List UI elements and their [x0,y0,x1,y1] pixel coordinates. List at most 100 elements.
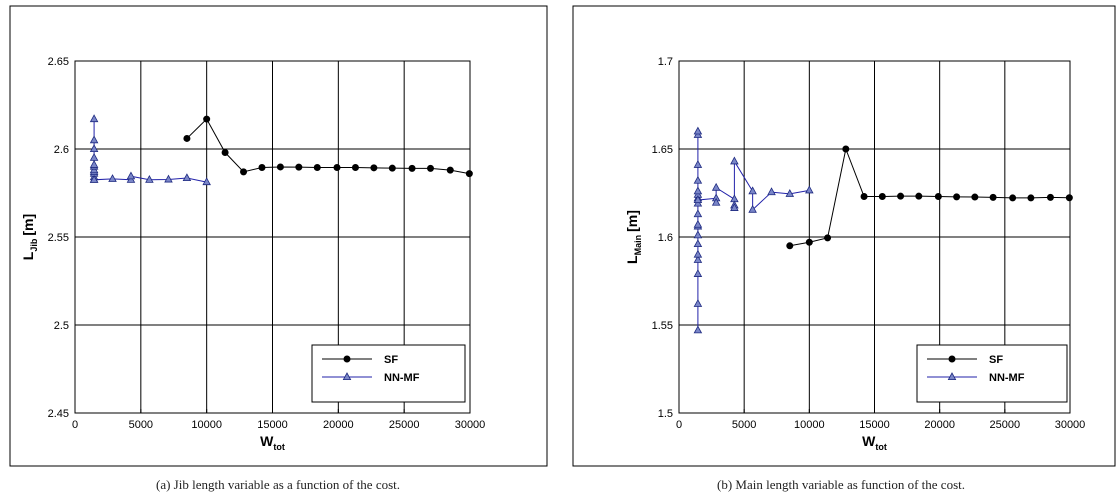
NN-MF-point [785,189,795,197]
legend: SF NN-MF [916,344,1068,403]
caption-b: (b) Main length variable as function of … [716,477,965,492]
SF-point [446,166,454,174]
SF-point [953,193,961,201]
series-line-NN-MF [697,131,810,331]
SF-point [805,238,813,246]
NN-MF-point [693,325,703,334]
NN-MF-point [711,182,721,191]
legend-label-SF: SF [384,354,398,366]
series-line-SF [186,118,470,175]
NN-MF-point [89,152,99,161]
NN-MF-point [89,135,99,144]
SF-point [221,149,229,157]
SF-point [313,163,321,171]
NN-MF-point [693,269,703,277]
NN-MF-point [108,174,117,182]
SF-point [276,163,284,171]
y-axis-label: LJib[m] [20,214,39,260]
NN-MF-point [693,160,703,168]
SF-point [1065,194,1073,202]
series-line-NN-MF [93,119,207,183]
series-NN-MF [693,126,814,334]
NN-MF-point [748,186,757,195]
SF-point [948,355,956,363]
x-tick-label: 0 [676,419,682,431]
SF-point [842,145,850,153]
x-tick-label: 15000 [859,419,890,431]
NN-MF-point [748,204,757,213]
x-axis-label: Wtot [862,433,887,452]
caption-a: (a) Jib length variable as a function of… [155,477,401,492]
legend-label-NN-MF: NN-MF [989,372,1025,384]
SF-point [351,163,359,171]
SF-point [427,164,434,172]
x-tick-label: 5000 [129,419,153,431]
NN-MF-point [164,174,173,183]
x-tick-label: 20000 [323,419,354,431]
NN-MF-point [182,173,192,182]
series-SF [183,115,473,178]
NN-MF-point [711,197,721,206]
NN-MF-point [693,239,703,248]
NN-MF-point [693,209,703,218]
NN-MF-point [89,174,99,183]
y-tick-label: 1.65 [652,144,673,156]
SF-point [295,163,303,171]
jib-length-chart: 0 5000 10000 15000 20000 25000 30000 2.45 2.5 2.5… [9,5,548,467]
NN-MF-point [89,114,99,123]
y-tick-label: 2.45 [48,408,69,420]
SF-point [183,134,191,142]
x-tick-label: 25000 [389,419,420,431]
SF-point [1046,193,1054,201]
NN-MF-point [693,249,703,258]
figure-frame [572,5,1116,467]
SF-point [897,192,905,200]
SF-point [1009,194,1017,202]
NN-MF-point [947,372,957,381]
NN-MF-point [126,171,136,180]
y-tick-label: 1.6 [658,232,673,244]
NN-MF-point [89,160,99,168]
SF-point [934,193,942,201]
NN-MF-point [693,230,703,239]
NN-MF-point [145,174,154,183]
NN-MF-point [805,185,814,194]
chart-panel-b: 0 5000 10000 15000 20000 25000 30000 1.5 1.55 1.6… [560,0,1120,468]
SF-point [388,164,396,172]
SF-point [343,355,351,363]
x-tick-label: 30000 [1055,419,1086,431]
NN-MF-point [693,186,703,195]
legend-label-SF: SF [989,354,1003,366]
SF-point [203,115,211,123]
y-tick-label: 1.5 [658,408,673,420]
y-tick-label: 2.6 [54,144,69,156]
SF-point [989,193,997,201]
x-axis-label: Wtot [260,433,285,452]
y-tick-label: 1.55 [652,320,673,332]
main-length-chart: 0 5000 10000 15000 20000 25000 30000 1.5 1.55 1.6… [572,5,1116,467]
series-SF [786,145,1073,250]
x-tick-label: 10000 [794,419,825,431]
y-tick-label: 2.55 [48,232,69,244]
SF-point [878,193,886,201]
series-NN-MF [89,114,211,186]
x-tick-label: 30000 [455,419,486,431]
SF-point [370,164,378,172]
y-tick-label: 2.5 [54,320,69,332]
SF-point [1027,194,1035,202]
chart-panel-a: 0 5000 10000 15000 20000 25000 30000 2.45 2.5 2.5… [0,0,560,468]
NN-MF-point [693,175,703,184]
NN-MF-point [693,126,703,135]
legend-box [311,344,466,403]
NN-MF-point [693,195,703,204]
NN-MF-point [693,219,703,228]
SF-point [240,168,248,176]
NN-MF-point [693,299,703,307]
SF-point [258,163,266,171]
legend-box [916,344,1068,403]
SF-point [971,193,979,201]
NN-MF-point [89,144,99,153]
NN-MF-point [730,156,739,165]
SF-point [860,193,868,201]
NN-MF-point [730,203,739,211]
